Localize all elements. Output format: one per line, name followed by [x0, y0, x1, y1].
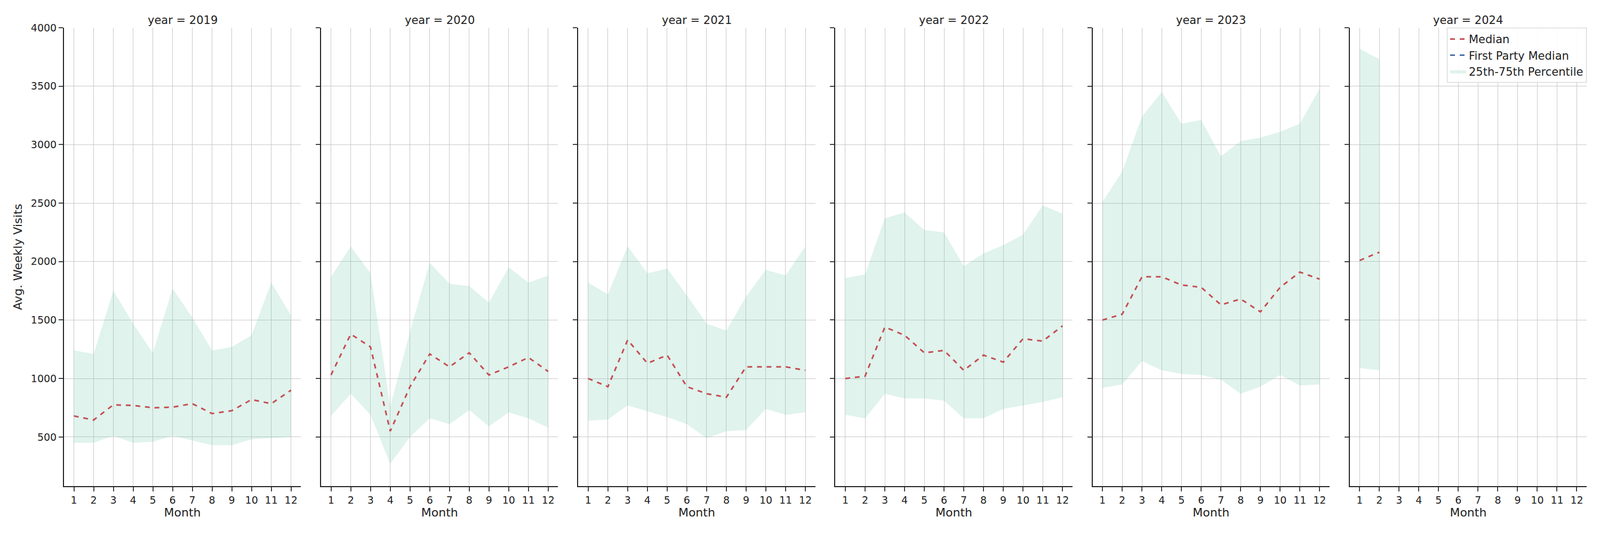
- svg-text:8: 8: [1237, 494, 1244, 507]
- svg-text:1: 1: [1356, 494, 1363, 507]
- svg-text:10: 10: [245, 494, 259, 507]
- svg-text:Month: Month: [164, 506, 202, 520]
- svg-text:year = 2020: year = 2020: [404, 13, 475, 27]
- svg-text:12: 12: [798, 494, 812, 507]
- svg-text:4: 4: [644, 494, 651, 507]
- svg-text:3: 3: [109, 494, 117, 507]
- svg-text:7: 7: [1474, 494, 1482, 507]
- svg-text:First Party Median: First Party Median: [1468, 49, 1570, 63]
- svg-text:10: 10: [1530, 494, 1544, 507]
- svg-text:Avg. Weekly Visits: Avg. Weekly Visits: [11, 203, 25, 310]
- svg-text:3: 3: [1138, 494, 1146, 507]
- svg-text:2: 2: [1118, 494, 1126, 507]
- svg-text:1: 1: [328, 494, 335, 507]
- svg-text:year = 2022: year = 2022: [918, 13, 989, 27]
- svg-text:6: 6: [426, 494, 434, 507]
- svg-text:Month: Month: [935, 506, 973, 520]
- svg-text:Month: Month: [1192, 506, 1230, 520]
- svg-text:11: 11: [1550, 494, 1564, 507]
- svg-text:3500: 3500: [30, 80, 57, 92]
- svg-text:year = 2023: year = 2023: [1176, 13, 1246, 27]
- svg-text:10: 10: [759, 494, 773, 507]
- svg-text:4: 4: [1415, 494, 1422, 507]
- svg-text:7: 7: [189, 494, 196, 507]
- svg-text:500: 500: [37, 431, 57, 444]
- svg-text:year = 2019: year = 2019: [147, 13, 218, 27]
- svg-text:3: 3: [881, 494, 888, 507]
- svg-text:10: 10: [1273, 494, 1287, 507]
- svg-text:Median: Median: [1468, 33, 1510, 46]
- svg-text:10: 10: [502, 494, 516, 507]
- svg-text:4: 4: [901, 494, 908, 507]
- svg-text:12: 12: [284, 494, 298, 507]
- svg-text:year = 2024: year = 2024: [1433, 13, 1503, 27]
- svg-text:25th-75th Percentile: 25th-75th Percentile: [1468, 65, 1583, 79]
- svg-text:3000: 3000: [30, 138, 57, 151]
- svg-text:12: 12: [1570, 494, 1583, 507]
- svg-text:3: 3: [1395, 494, 1403, 507]
- svg-text:6: 6: [683, 494, 691, 507]
- svg-text:8: 8: [1494, 494, 1501, 507]
- svg-text:1: 1: [585, 494, 592, 507]
- svg-text:1: 1: [842, 494, 849, 507]
- svg-text:11: 11: [1293, 494, 1307, 507]
- svg-text:4000: 4000: [30, 21, 57, 34]
- svg-text:9: 9: [1514, 494, 1521, 507]
- svg-text:11: 11: [779, 494, 792, 507]
- svg-text:11: 11: [1036, 494, 1050, 507]
- svg-text:5: 5: [921, 494, 928, 507]
- svg-text:5: 5: [1435, 494, 1442, 507]
- svg-text:6: 6: [940, 494, 948, 507]
- svg-text:12: 12: [541, 494, 555, 507]
- svg-text:8: 8: [466, 494, 473, 507]
- svg-text:2: 2: [861, 494, 869, 507]
- svg-text:12: 12: [1313, 494, 1326, 507]
- svg-text:7: 7: [1217, 494, 1224, 507]
- svg-text:8: 8: [209, 494, 216, 507]
- svg-text:year = 2021: year = 2021: [661, 13, 732, 27]
- svg-text:1: 1: [1099, 494, 1106, 507]
- svg-text:12: 12: [1056, 494, 1069, 507]
- svg-text:10: 10: [1016, 494, 1030, 507]
- svg-text:9: 9: [742, 494, 750, 507]
- svg-text:4: 4: [387, 494, 394, 507]
- svg-text:7: 7: [703, 494, 710, 507]
- svg-text:Month: Month: [678, 506, 716, 520]
- svg-text:3: 3: [624, 494, 631, 507]
- svg-text:5: 5: [1178, 494, 1185, 507]
- svg-text:5: 5: [664, 494, 671, 507]
- svg-text:2500: 2500: [30, 197, 57, 210]
- svg-text:6: 6: [169, 494, 176, 507]
- svg-text:1: 1: [70, 494, 77, 507]
- svg-text:5: 5: [149, 494, 157, 507]
- svg-text:3: 3: [367, 494, 374, 507]
- svg-text:11: 11: [522, 494, 535, 507]
- svg-text:2: 2: [604, 494, 612, 507]
- svg-text:9: 9: [228, 494, 236, 507]
- svg-text:4: 4: [130, 494, 137, 507]
- svg-text:2: 2: [90, 494, 97, 507]
- svg-text:2: 2: [1376, 494, 1383, 507]
- svg-text:8: 8: [723, 494, 730, 507]
- svg-text:2: 2: [347, 494, 355, 507]
- svg-text:2000: 2000: [30, 255, 57, 268]
- svg-text:1500: 1500: [30, 314, 57, 326]
- svg-text:1000: 1000: [30, 372, 57, 385]
- svg-text:9: 9: [485, 494, 493, 507]
- svg-text:4: 4: [1158, 494, 1165, 507]
- svg-text:9: 9: [1257, 494, 1264, 507]
- svg-text:Month: Month: [421, 506, 459, 520]
- svg-text:11: 11: [265, 494, 278, 507]
- svg-text:6: 6: [1454, 494, 1462, 507]
- svg-text:8: 8: [980, 494, 987, 507]
- svg-text:7: 7: [960, 494, 967, 507]
- svg-text:9: 9: [1000, 494, 1007, 507]
- svg-text:6: 6: [1197, 494, 1205, 507]
- svg-text:5: 5: [406, 494, 414, 507]
- svg-text:7: 7: [446, 494, 453, 507]
- svg-text:Month: Month: [1449, 506, 1487, 520]
